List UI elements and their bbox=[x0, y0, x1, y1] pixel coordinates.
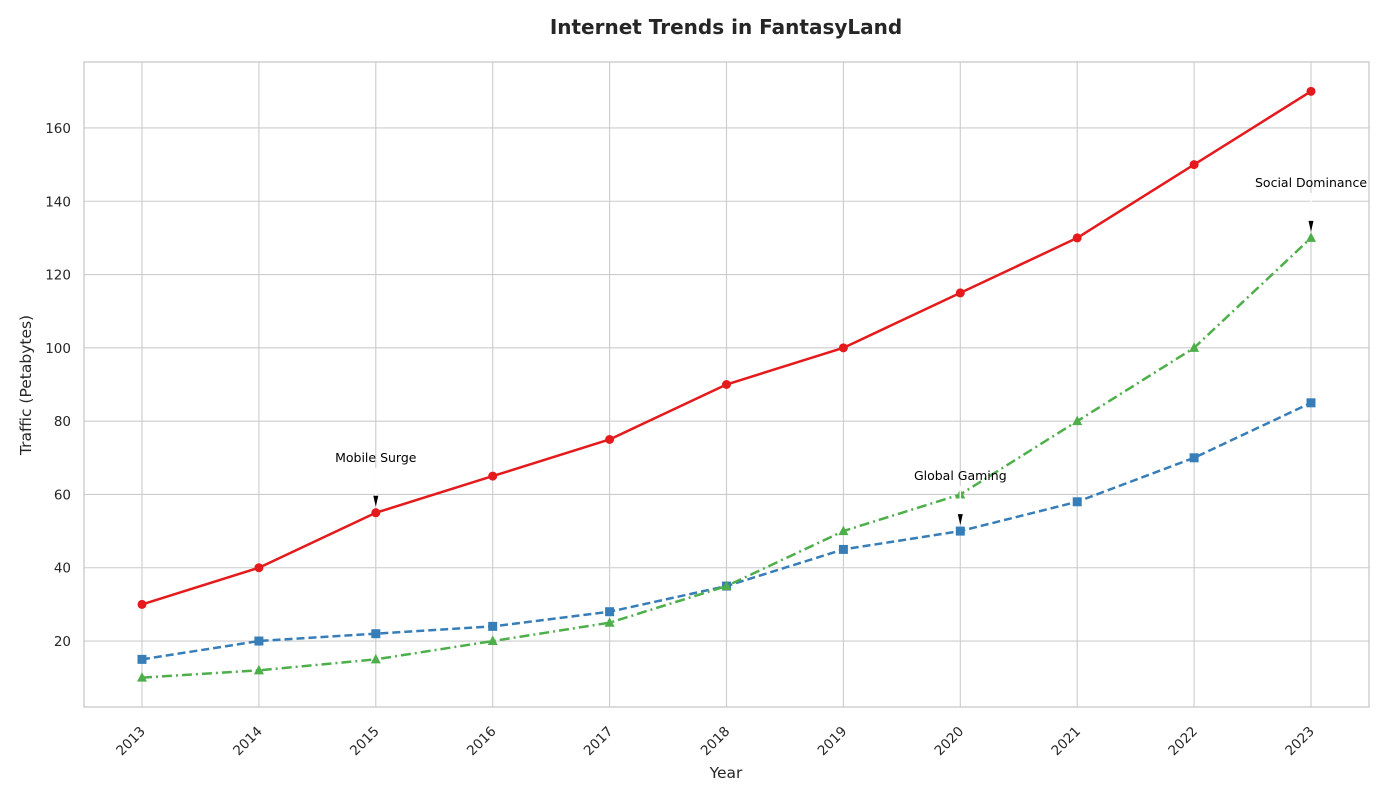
annotation: Social Dominance bbox=[1255, 175, 1367, 232]
data-point bbox=[254, 636, 264, 646]
y-tick-label: 160 bbox=[45, 121, 71, 137]
data-point bbox=[605, 434, 615, 444]
plot-frame bbox=[83, 61, 1370, 708]
x-tick-label: 2017 bbox=[581, 724, 617, 760]
y-axis-label: Traffic (Petabytes) bbox=[17, 315, 35, 456]
data-point bbox=[371, 629, 381, 639]
x-tick-label: 2013 bbox=[113, 724, 149, 760]
annotation-arrow-head bbox=[1308, 220, 1314, 232]
data-point bbox=[955, 526, 965, 536]
annotation-arrow-head bbox=[957, 514, 963, 526]
data-point bbox=[137, 672, 147, 682]
annotations-layer: Mobile Surge Global Gaming Social Dominanc… bbox=[335, 175, 1367, 526]
annotation-text: Mobile Surge bbox=[335, 450, 417, 465]
data-point bbox=[838, 544, 848, 554]
y-tick-label: 20 bbox=[54, 634, 71, 650]
series-red bbox=[137, 86, 1316, 609]
y-axis-ticks: 20 40 60 80 100 120 140 160 bbox=[45, 121, 71, 650]
data-point bbox=[370, 653, 381, 664]
data-point bbox=[371, 508, 381, 518]
data-point bbox=[955, 288, 965, 298]
data-point bbox=[1306, 232, 1316, 242]
y-tick-label: 120 bbox=[45, 268, 71, 284]
y-tick-label: 40 bbox=[54, 561, 71, 577]
y-tick-label: 60 bbox=[54, 487, 71, 503]
y-tick-label: 80 bbox=[54, 414, 71, 430]
data-point bbox=[488, 621, 498, 631]
series-line-green bbox=[141, 236, 1312, 679]
data-point bbox=[1072, 497, 1082, 507]
annotation-text: Social Dominance bbox=[1255, 175, 1367, 190]
x-tick-label: 2023 bbox=[1282, 724, 1318, 760]
series-green bbox=[137, 232, 1316, 682]
data-point bbox=[1189, 342, 1200, 352]
data-point bbox=[722, 380, 731, 389]
data-point bbox=[1189, 160, 1199, 170]
data-point bbox=[1306, 86, 1316, 96]
data-point bbox=[487, 635, 498, 646]
annotation: Mobile Surge bbox=[335, 450, 417, 507]
data-point bbox=[604, 617, 615, 627]
grid bbox=[84, 62, 1369, 707]
data-point bbox=[1072, 415, 1083, 426]
annotation-arrow-head bbox=[373, 495, 379, 507]
data-point bbox=[838, 525, 849, 536]
data-point bbox=[253, 664, 264, 675]
data-point bbox=[137, 599, 147, 609]
x-tick-label: 2020 bbox=[932, 724, 968, 760]
data-point bbox=[488, 471, 498, 481]
data-point bbox=[254, 563, 264, 573]
data-point bbox=[605, 607, 615, 617]
series-layer bbox=[137, 86, 1316, 682]
x-tick-label: 2018 bbox=[698, 724, 734, 760]
x-tick-label: 2019 bbox=[815, 724, 851, 760]
data-point bbox=[1306, 398, 1316, 408]
data-point bbox=[721, 580, 732, 591]
x-tick-label: 2021 bbox=[1048, 724, 1084, 760]
data-point bbox=[838, 343, 848, 353]
data-point bbox=[1189, 453, 1199, 463]
x-tick-label: 2014 bbox=[230, 724, 266, 760]
y-tick-label: 140 bbox=[45, 194, 71, 210]
x-axis-label: Year bbox=[709, 764, 743, 782]
x-tick-label: 2015 bbox=[347, 724, 383, 760]
data-point bbox=[1072, 233, 1082, 243]
x-axis-ticks: 2013 2014 2015 2016 2017 2018 2019 2020 2021 2022… bbox=[113, 724, 1318, 760]
x-tick-label: 2022 bbox=[1165, 724, 1201, 760]
data-point bbox=[137, 654, 147, 664]
y-tick-label: 100 bbox=[45, 341, 71, 357]
annotation-text: Global Gaming bbox=[914, 468, 1007, 483]
chart-title: Internet Trends in FantasyLand bbox=[550, 15, 902, 39]
annotation: Global Gaming bbox=[914, 468, 1007, 526]
x-tick-label: 2016 bbox=[464, 724, 500, 760]
